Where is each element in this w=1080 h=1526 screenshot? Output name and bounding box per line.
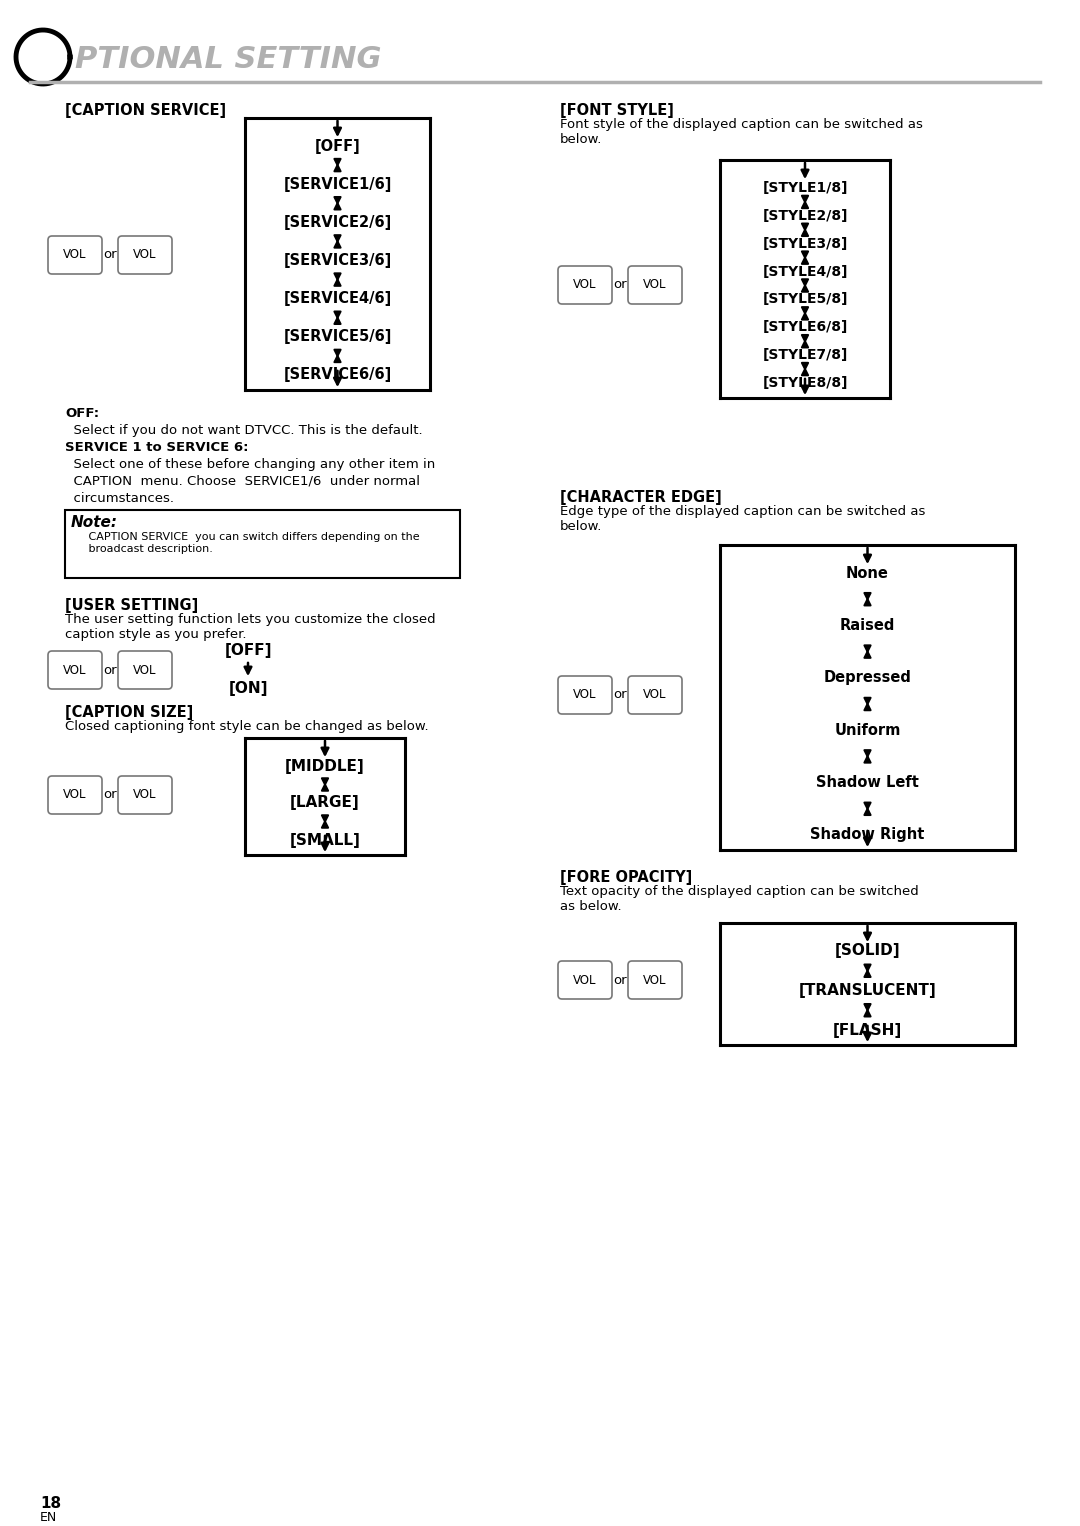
FancyBboxPatch shape xyxy=(48,652,102,690)
Text: [SMALL]: [SMALL] xyxy=(289,833,361,847)
Text: 18: 18 xyxy=(40,1495,62,1511)
Text: VOL: VOL xyxy=(64,789,86,801)
Text: or: or xyxy=(613,688,626,702)
Text: [SERVICE4/6]: [SERVICE4/6] xyxy=(283,291,392,307)
Text: VOL: VOL xyxy=(133,249,157,261)
Text: [OFF]: [OFF] xyxy=(225,642,272,658)
Text: or: or xyxy=(104,664,117,676)
Text: [OFF]: [OFF] xyxy=(314,139,361,154)
Text: The user setting function lets you customize the closed
caption style as you pre: The user setting function lets you custo… xyxy=(65,613,435,641)
Text: VOL: VOL xyxy=(133,664,157,676)
FancyBboxPatch shape xyxy=(48,777,102,813)
Text: [CAPTION SERVICE]: [CAPTION SERVICE] xyxy=(65,102,226,118)
Text: [STYLE5/8]: [STYLE5/8] xyxy=(762,293,848,307)
Text: [STYLE4/8]: [STYLE4/8] xyxy=(762,264,848,279)
Text: [CHARACTER EDGE]: [CHARACTER EDGE] xyxy=(561,490,721,505)
FancyBboxPatch shape xyxy=(627,961,681,1000)
Text: [SERVICE3/6]: [SERVICE3/6] xyxy=(283,253,392,269)
FancyBboxPatch shape xyxy=(48,237,102,275)
Text: Raised: Raised xyxy=(840,618,895,633)
Text: or: or xyxy=(104,249,117,261)
Text: VOL: VOL xyxy=(64,664,86,676)
Text: VOL: VOL xyxy=(573,688,597,702)
Text: Edge type of the displayed caption can be switched as
below.: Edge type of the displayed caption can b… xyxy=(561,505,926,533)
Text: EN: EN xyxy=(40,1511,57,1524)
FancyBboxPatch shape xyxy=(627,676,681,714)
Text: [FORE OPACITY]: [FORE OPACITY] xyxy=(561,870,692,885)
FancyBboxPatch shape xyxy=(627,266,681,304)
FancyBboxPatch shape xyxy=(118,777,172,813)
Text: Note:: Note: xyxy=(71,514,118,530)
Text: [STYLE1/8]: [STYLE1/8] xyxy=(762,182,848,195)
Text: [CAPTION SIZE]: [CAPTION SIZE] xyxy=(65,705,193,720)
Text: VOL: VOL xyxy=(573,279,597,291)
Text: or: or xyxy=(613,974,626,986)
Text: Closed captioning font style can be changed as below.: Closed captioning font style can be chan… xyxy=(65,720,429,732)
Text: VOL: VOL xyxy=(64,249,86,261)
Text: [MIDDLE]: [MIDDLE] xyxy=(285,758,365,774)
Text: VOL: VOL xyxy=(644,974,666,986)
Text: [ON]: [ON] xyxy=(228,681,268,696)
FancyBboxPatch shape xyxy=(558,266,612,304)
Text: VOL: VOL xyxy=(644,279,666,291)
Text: [STYLE3/8]: [STYLE3/8] xyxy=(762,237,848,250)
Text: VOL: VOL xyxy=(573,974,597,986)
FancyBboxPatch shape xyxy=(118,652,172,690)
Text: [STYLE8/8]: [STYLE8/8] xyxy=(762,375,848,391)
Text: [STYLE6/8]: [STYLE6/8] xyxy=(762,320,848,334)
Text: Text opacity of the displayed caption can be switched
as below.: Text opacity of the displayed caption ca… xyxy=(561,885,919,913)
Text: [USER SETTING]: [USER SETTING] xyxy=(65,598,199,613)
Text: or: or xyxy=(613,279,626,291)
Text: Select one of these before changing any other item in: Select one of these before changing any … xyxy=(65,458,435,472)
Text: [FONT STYLE]: [FONT STYLE] xyxy=(561,102,674,118)
Text: VOL: VOL xyxy=(644,688,666,702)
Text: VOL: VOL xyxy=(133,789,157,801)
Text: [SOLID]: [SOLID] xyxy=(835,943,901,958)
Text: [SERVICE5/6]: [SERVICE5/6] xyxy=(283,330,392,345)
Text: Shadow Right: Shadow Right xyxy=(810,827,924,842)
Text: Select if you do not want DTVCC. This is the default.: Select if you do not want DTVCC. This is… xyxy=(65,424,422,436)
Text: PTIONAL SETTING: PTIONAL SETTING xyxy=(75,44,381,73)
Text: [STYLE2/8]: [STYLE2/8] xyxy=(762,209,848,223)
Text: OFF:: OFF: xyxy=(65,407,99,420)
Text: Uniform: Uniform xyxy=(835,723,901,737)
FancyBboxPatch shape xyxy=(558,961,612,1000)
Text: Shadow Left: Shadow Left xyxy=(816,775,919,790)
FancyBboxPatch shape xyxy=(65,510,460,578)
Text: [SERVICE2/6]: [SERVICE2/6] xyxy=(283,215,392,230)
FancyBboxPatch shape xyxy=(558,676,612,714)
Text: circumstances.: circumstances. xyxy=(65,491,174,505)
Text: Depressed: Depressed xyxy=(824,670,912,685)
Text: [LARGE]: [LARGE] xyxy=(291,795,360,810)
Text: None: None xyxy=(846,566,889,580)
Text: SERVICE 1 to SERVICE 6:: SERVICE 1 to SERVICE 6: xyxy=(65,441,248,455)
Text: [FLASH]: [FLASH] xyxy=(833,1022,902,1038)
Text: [SERVICE6/6]: [SERVICE6/6] xyxy=(283,368,392,383)
Text: CAPTION SERVICE  you can switch differs depending on the
     broadcast descript: CAPTION SERVICE you can switch differs d… xyxy=(71,533,420,554)
Text: [TRANSLUCENT]: [TRANSLUCENT] xyxy=(798,983,936,998)
Text: or: or xyxy=(104,789,117,801)
Text: Font style of the displayed caption can be switched as
below.: Font style of the displayed caption can … xyxy=(561,118,923,146)
FancyBboxPatch shape xyxy=(118,237,172,275)
Text: [STYLE7/8]: [STYLE7/8] xyxy=(762,348,848,362)
Text: CAPTION  menu. Choose  SERVICE1/6  under normal: CAPTION menu. Choose SERVICE1/6 under no… xyxy=(65,475,420,488)
Text: [SERVICE1/6]: [SERVICE1/6] xyxy=(283,177,392,192)
